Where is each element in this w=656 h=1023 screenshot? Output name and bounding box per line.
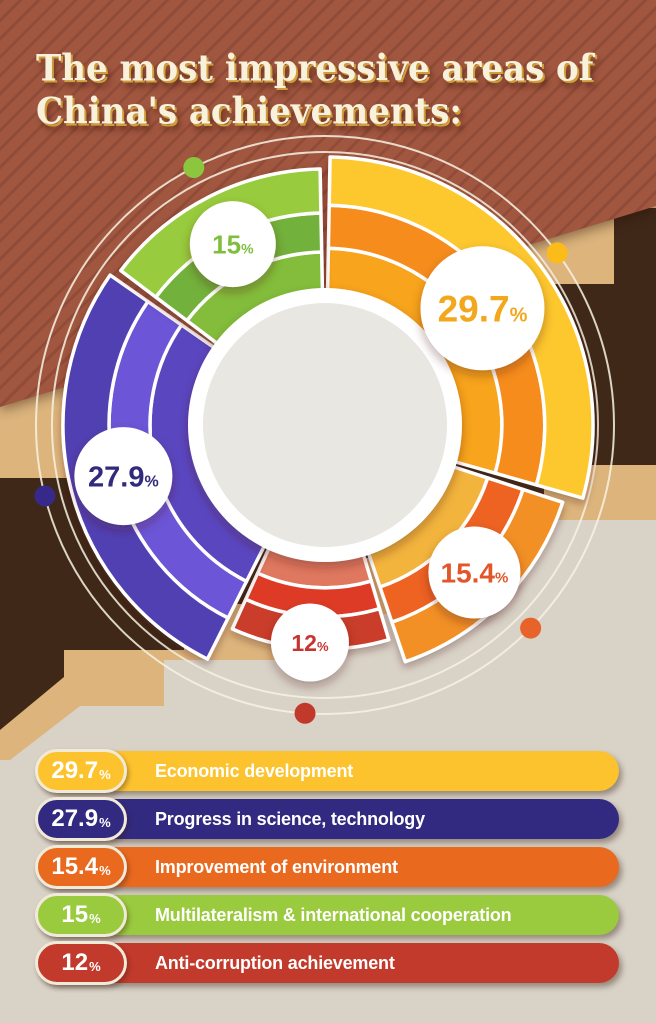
legend-percent-sign: % [99,815,111,830]
orbit-circle-2 [35,135,615,715]
legend-value: 27.9 [51,805,99,832]
value-badge-circle [189,201,276,288]
legend-bar: Economic development [37,751,619,791]
orbit-circles [35,135,615,715]
legend-value-badge: 15.4% [35,845,127,889]
value-badge-circle [420,246,545,371]
legend-bar: Improvement of environment [37,847,619,887]
legend-row: Anti-corruption achievement 12% [35,941,619,985]
orbit-dot [183,156,205,178]
value-badge-circle [74,427,173,526]
value-badge-circle [270,603,349,682]
legend-value-badge: 15% [35,893,127,937]
segment-value-text: 29.7% [438,289,528,330]
legend-value: 12 [61,949,89,976]
legend-row: Multilateralism & international cooperat… [35,893,619,937]
legend-percent-sign: % [89,911,101,926]
legend-row: Economic development 29.7% [35,749,619,793]
legend-label: Progress in science, technology [155,808,425,829]
segment-value-badges: 29.7% 15.4% 12% 27.9% 15% [74,201,545,682]
legend-label: Economic development [155,760,354,781]
legend-bar: Progress in science, technology [37,799,619,839]
page-title: The most impressive areas of China's ach… [36,47,636,134]
legend-value: 15 [61,901,89,928]
page-title-line-1: The most impressive areas of [36,46,594,90]
legend-row: Progress in science, technology 27.9% [35,797,619,841]
segment-band-3 [61,273,230,661]
legend-value: 15.4 [51,853,99,880]
legend-label: Multilateralism & international cooperat… [155,904,512,925]
legend-percent-sign: % [99,767,111,782]
legend-bar: Anti-corruption achievement [37,943,619,983]
donut-center [188,288,462,562]
donut-segment-progress-in-science-technology [61,273,267,661]
segment-value-badge: 27.9% [74,427,173,526]
segment-value-text: 15.4% [441,558,509,589]
orbit-dot [520,617,542,639]
legend-percent-sign: % [89,959,101,974]
legend-value: 29.7 [51,757,99,784]
orbit-dot [294,702,316,724]
segment-value-badge: 15% [189,201,276,288]
segment-value-badge: 29.7% [420,246,545,371]
segment-value-text: 15% [212,229,254,259]
legend-value-badge: 27.9% [35,797,127,841]
center-circle [203,303,447,547]
page-title-line-2: China's achievements: [36,90,462,134]
donut-chart: 29.7% 15.4% 12% 27.9% 15% [34,135,615,724]
segment-value-text: 27.9% [88,462,159,494]
orbit-dot [546,242,568,264]
segment-value-text: 12% [291,630,329,656]
legend-row: Improvement of environment 15.4% [35,845,619,889]
legend-percent-sign: % [99,863,111,878]
value-badge-circle [428,526,521,619]
legend: Economic development 29.7% Progress in sci… [35,749,619,991]
legend-label: Improvement of environment [155,856,398,877]
orbit-dot [34,485,56,507]
segment-value-badge: 12% [270,603,349,682]
segment-value-badge: 15.4% [428,526,521,619]
orbit-circle-1 [51,151,599,699]
legend-bar: Multilateralism & international cooperat… [37,895,619,935]
legend-value-badge: 12% [35,941,127,985]
orbit-dots [34,156,568,724]
legend-label: Anti-corruption achievement [155,952,395,973]
legend-value-badge: 29.7% [35,749,127,793]
